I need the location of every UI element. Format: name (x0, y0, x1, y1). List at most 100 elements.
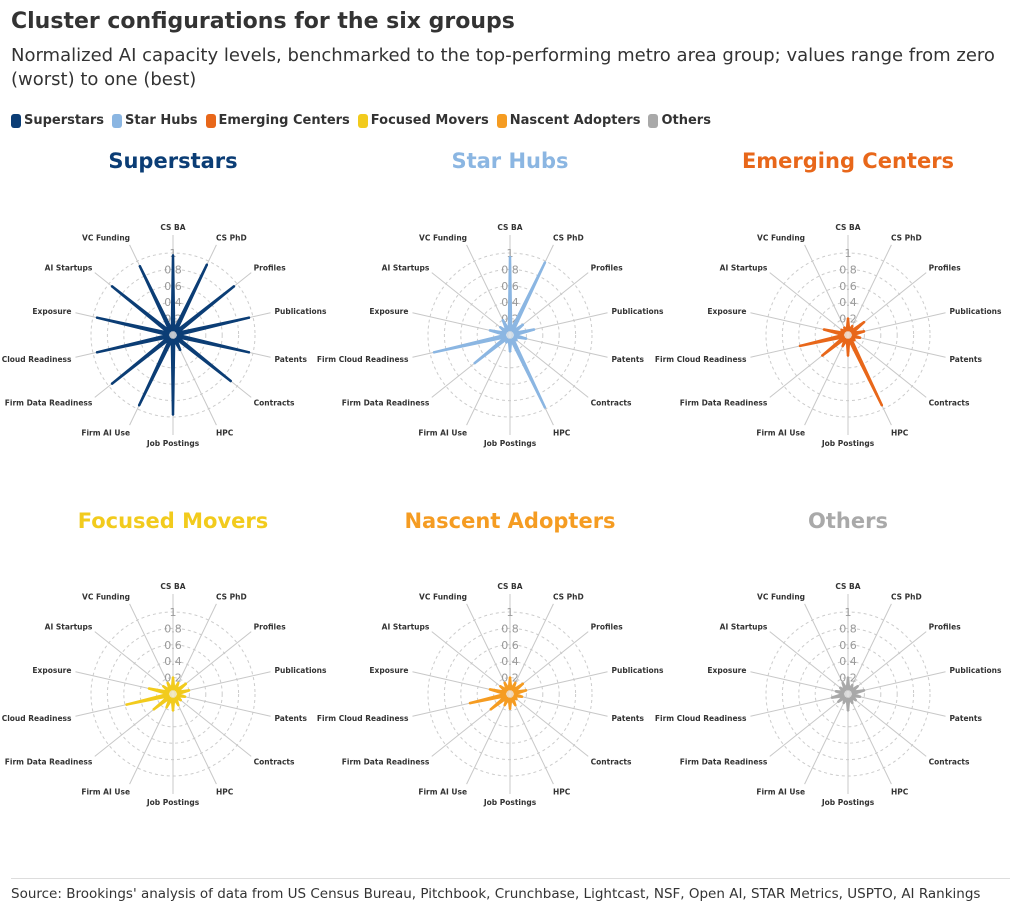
data-point (543, 261, 547, 264)
radial-tick-label: 0.4 (164, 655, 182, 668)
radial-tick-label: 0.8 (501, 622, 519, 635)
spoke (847, 693, 892, 785)
radar-emerging-centers: Emerging Centers CS BA CS PhD Profiles Publi… (655, 149, 1002, 448)
axis-label-vc-funding: VC Funding (82, 233, 130, 242)
legend-item-emerging-centers[interactable]: Emerging Centers (205, 113, 350, 128)
legend-label: Superstars (24, 113, 105, 128)
radar-star-hubs: Star Hubs CS BA CS PhD Profiles Publications… (317, 149, 664, 448)
axis-label-publications: Publications (275, 307, 328, 316)
data-point (858, 695, 862, 698)
legend-item-nascent-adopters[interactable]: Nascent Adopters (496, 113, 640, 128)
spoke (129, 603, 174, 695)
axis-label-job-postings: Job Postings (146, 798, 200, 807)
axis-label-hpc: HPC (891, 788, 909, 797)
data-point (840, 328, 843, 332)
chart-title: Cluster configurations for the six group… (11, 9, 515, 34)
grid-ring (814, 660, 882, 728)
axis-label-vc-funding: VC Funding (419, 233, 467, 242)
axis-label-patents: Patents (950, 355, 983, 364)
axis-label-firm-ai-use: Firm AI Use (418, 429, 467, 438)
axis-label-contracts: Contracts (591, 757, 632, 766)
radial-tick-label: 0.8 (839, 622, 857, 635)
data-point (177, 681, 180, 685)
data-point (880, 403, 883, 407)
axis-label-ai-startups: AI Startups (382, 264, 430, 273)
axis-label-cs-phd: CS PhD (553, 233, 584, 242)
spoke (172, 693, 217, 785)
legend-item-star-hubs[interactable]: Star Hubs (112, 113, 198, 128)
axis-label-firm-cloud-readiness: Firm Cloud Readiness (317, 355, 409, 364)
spoke (847, 631, 927, 695)
data-point (125, 703, 128, 706)
radial-tick-label: 0.4 (501, 655, 519, 668)
axis-label-job-postings: Job Postings (483, 439, 537, 448)
data-point (521, 682, 525, 685)
spoke (431, 272, 511, 336)
legend: Superstars Star Hubs Emerging Centers Focus… (11, 113, 719, 128)
axis-label-firm-cloud-readiness: Firm Cloud Readiness (655, 714, 747, 723)
axis-label-profiles: Profiles (591, 264, 624, 273)
spoke (750, 671, 849, 695)
spoke (172, 693, 271, 717)
data-point (798, 344, 802, 348)
axis-label-ai-startups: AI Startups (45, 623, 93, 632)
radar-charts: Superstars CS BA CS PhD Profiles Publication… (0, 149, 1002, 807)
spoke (804, 693, 849, 785)
data-point (830, 696, 834, 699)
spoke (769, 631, 849, 695)
legend-swatch (205, 113, 216, 128)
legend-item-focused-movers[interactable]: Focused Movers (357, 113, 489, 128)
axis-label-contracts: Contracts (254, 757, 295, 766)
axis-label-firm-data-readiness: Firm Data Readiness (680, 757, 768, 766)
axis-label-patents: Patents (950, 714, 983, 723)
panel-title: Nascent Adopters (404, 509, 615, 533)
spoke (769, 693, 849, 757)
data-point (851, 324, 854, 328)
data-point (162, 685, 165, 688)
axis-label-cs-ba: CS BA (160, 582, 185, 591)
spoke (847, 334, 927, 398)
data-point (110, 382, 114, 385)
data-point (488, 688, 492, 691)
data-point (432, 351, 436, 354)
axis-label-job-postings: Job Postings (821, 439, 875, 448)
legend-item-superstars[interactable]: Superstars (11, 113, 104, 128)
data-point (846, 317, 850, 320)
data-point (499, 326, 502, 329)
data-point (851, 701, 854, 705)
radar-others: Others CS BA CS PhD Profiles Publications Pat… (655, 509, 1002, 807)
data-point (524, 337, 528, 340)
spoke (94, 631, 174, 695)
data-point (508, 350, 512, 353)
data-point (822, 328, 826, 331)
divider (11, 878, 1010, 879)
chart-subtitle: Normalized AI capacity levels, benchmark… (11, 45, 995, 90)
axis-label-exposure: Exposure (32, 307, 71, 316)
axis-label-hpc: HPC (891, 429, 909, 438)
radial-tick-label: 0.4 (839, 296, 857, 309)
axis-label-cs-phd: CS PhD (216, 592, 247, 601)
axis-label-firm-data-readiness: Firm Data Readiness (342, 398, 430, 407)
data-point (503, 681, 506, 685)
spoke (466, 603, 511, 695)
axis-label-ai-startups: AI Startups (45, 264, 93, 273)
axis-label-vc-funding: VC Funding (419, 592, 467, 601)
axis-label-firm-cloud-readiness: Firm Cloud Readiness (0, 714, 72, 723)
legend-item-others[interactable]: Others (648, 113, 711, 128)
data-point (856, 685, 859, 688)
spoke (172, 603, 217, 695)
data-point (839, 686, 842, 690)
axis-label-ai-startups: AI Startups (382, 623, 430, 632)
grid-ring (460, 644, 560, 744)
data-point (171, 676, 175, 679)
axis-label-firm-cloud-readiness: Firm Cloud Readiness (317, 714, 409, 723)
legend-label: Star Hubs (125, 113, 198, 128)
grid-ring (139, 301, 207, 369)
axis-label-profiles: Profiles (254, 264, 287, 273)
data-point (247, 351, 251, 354)
axis-label-profiles: Profiles (929, 623, 962, 632)
data-point (171, 709, 175, 712)
grid-ring (123, 644, 223, 744)
axis-label-profiles: Profiles (254, 623, 287, 632)
data-point (177, 703, 180, 707)
